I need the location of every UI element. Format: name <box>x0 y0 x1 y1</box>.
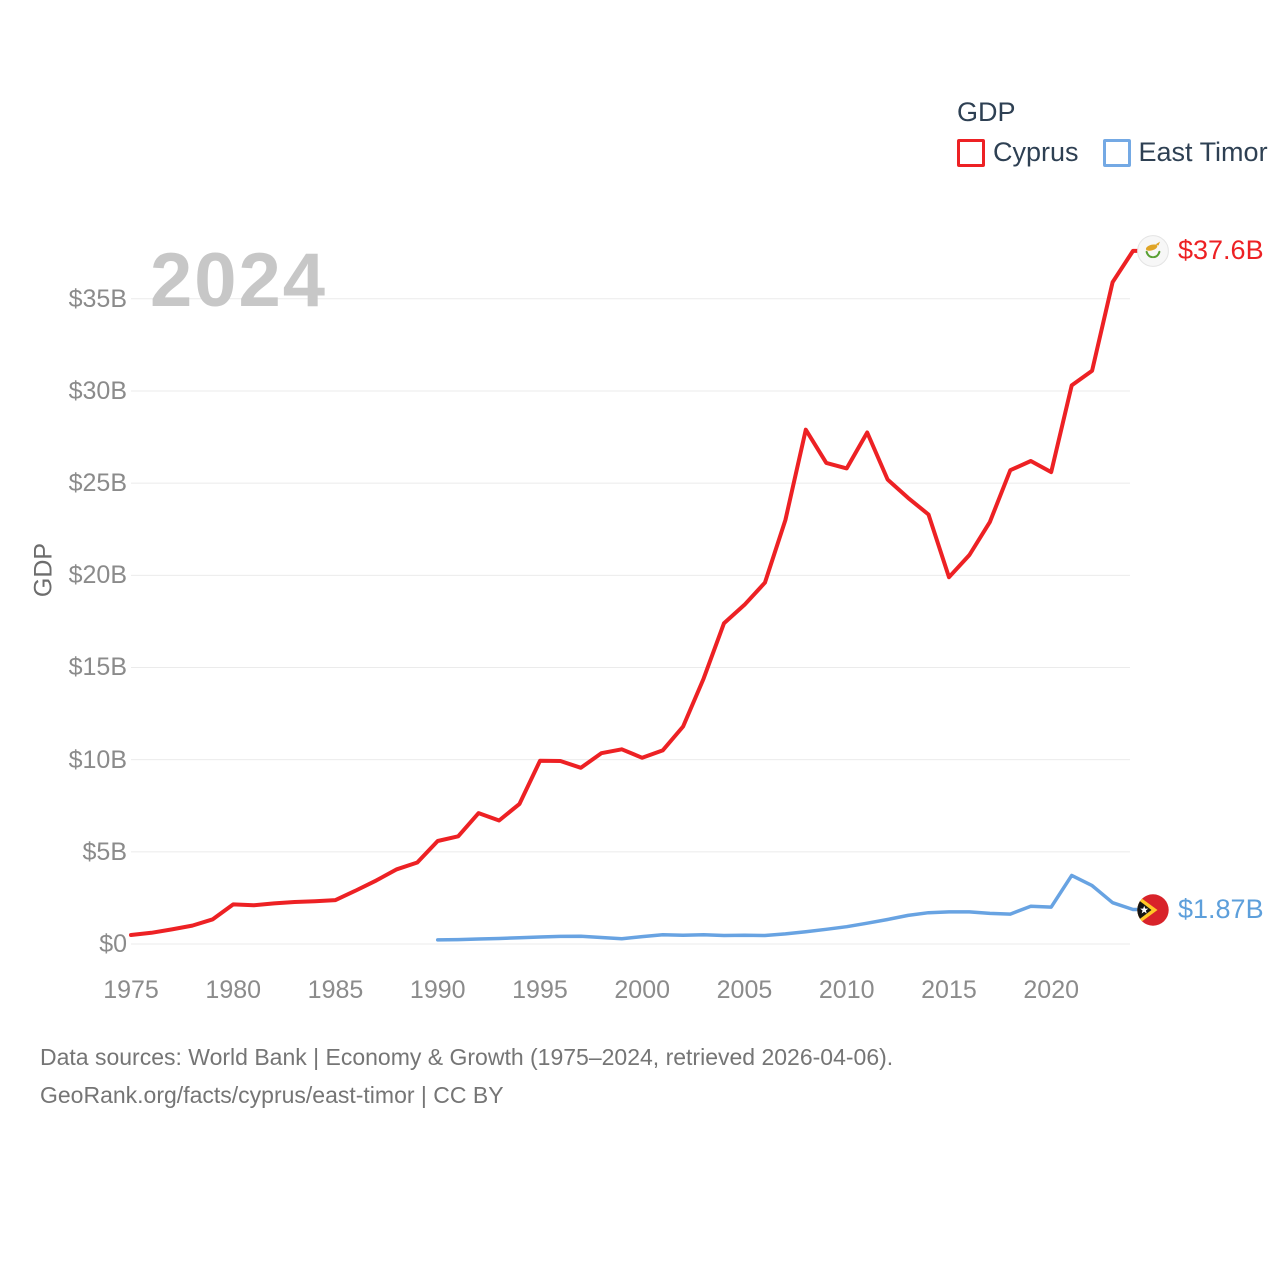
east-timor-end-value: $1.87B <box>1178 894 1264 925</box>
line-cyprus <box>129 248 1142 937</box>
source-line-1: Data sources: World Bank | Economy & Gro… <box>40 1044 894 1070</box>
east-timor-swatch-icon <box>1102 138 1131 167</box>
east-timor-flag-icon <box>1137 893 1169 926</box>
source-line-2: GeoRank.org/facts/cyprus/east-timor | CC… <box>40 1082 504 1108</box>
legend-items: Cyprus East Timor <box>957 137 1268 168</box>
cyprus-end-label: $37.6B <box>1137 234 1264 267</box>
east-timor-end-label: $1.87B <box>1137 893 1264 926</box>
legend-label-cyprus: Cyprus <box>993 137 1079 167</box>
legend-item-east-timor[interactable]: East Timor <box>1102 137 1268 168</box>
legend-title: GDP <box>957 97 1016 127</box>
year-watermark: 2024 <box>150 238 328 323</box>
legend: GDP Cyprus East Timor <box>957 97 1268 168</box>
legend-item-cyprus[interactable]: Cyprus <box>957 137 1079 168</box>
cyprus-swatch-icon <box>957 138 985 167</box>
legend-label-east-timor: East Timor <box>1138 137 1268 167</box>
cyprus-end-value: $37.6B <box>1178 235 1264 266</box>
y-axis-title: GDP <box>29 542 58 598</box>
source-attribution: Data sources: World Bank | Economy & Gro… <box>40 1038 893 1114</box>
line-east-timor <box>435 873 1142 942</box>
cyprus-flag-icon <box>1137 234 1169 267</box>
